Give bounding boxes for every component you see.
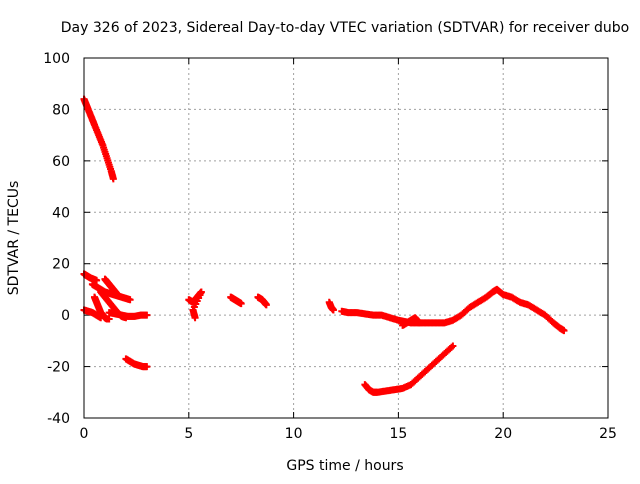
chart-title: Day 326 of 2023, Sidereal Day-to-day VTE… (61, 20, 629, 36)
y-tick-label: 80 (52, 102, 70, 118)
data-series-track-k (227, 293, 245, 308)
data-series-track-h (105, 309, 151, 320)
data-series-track-l (254, 293, 270, 309)
data-point (126, 296, 134, 304)
data-point (109, 175, 117, 183)
data-point (560, 327, 568, 335)
x-tick-label: 15 (389, 426, 407, 442)
data-point (105, 315, 113, 323)
y-tick-label: 20 (52, 257, 70, 273)
data-point (449, 342, 457, 350)
x-tick-label: 0 (80, 426, 89, 442)
plot-frame (83, 57, 609, 419)
tick-labels: 0 5 10 15 20 25 -40 -20 0 20 40 60 80 100 (43, 51, 617, 442)
data-point (143, 363, 151, 371)
x-tick-label: 5 (184, 426, 193, 442)
data-point (93, 276, 101, 284)
data-point (237, 300, 245, 308)
data-point (329, 306, 337, 314)
y-tick-label: 60 (52, 154, 70, 170)
y-tick-label: 40 (52, 205, 70, 221)
data-point (114, 291, 122, 299)
data-point (97, 314, 105, 322)
data-point (262, 301, 270, 309)
x-tick-label: 10 (285, 426, 303, 442)
data-series-track-p (361, 342, 457, 396)
x-axis-label: GPS time / hours (286, 458, 403, 474)
grid-lines (84, 58, 608, 418)
data-series-track-i (122, 355, 151, 371)
data-point (191, 314, 199, 322)
data-series-track-j (185, 288, 205, 322)
data-series-track-e (90, 293, 113, 323)
y-tick-label: 0 (61, 308, 70, 324)
y-tick-label: -20 (47, 360, 70, 376)
x-tick-label: 20 (494, 426, 512, 442)
axis-ticks (83, 57, 609, 419)
data-points (80, 95, 568, 396)
data-series-track-m (325, 298, 337, 314)
data-point (143, 311, 151, 319)
data-series-track-a (80, 95, 117, 183)
y-tick-label: 100 (43, 51, 70, 67)
data-series-track-d (101, 275, 122, 299)
data-point (415, 319, 423, 327)
x-tick-label: 25 (599, 426, 617, 442)
y-axis-label: SDTVAR / TECUs (6, 181, 22, 296)
y-tick-label: -40 (47, 411, 70, 427)
data-series-track-o (399, 314, 423, 329)
